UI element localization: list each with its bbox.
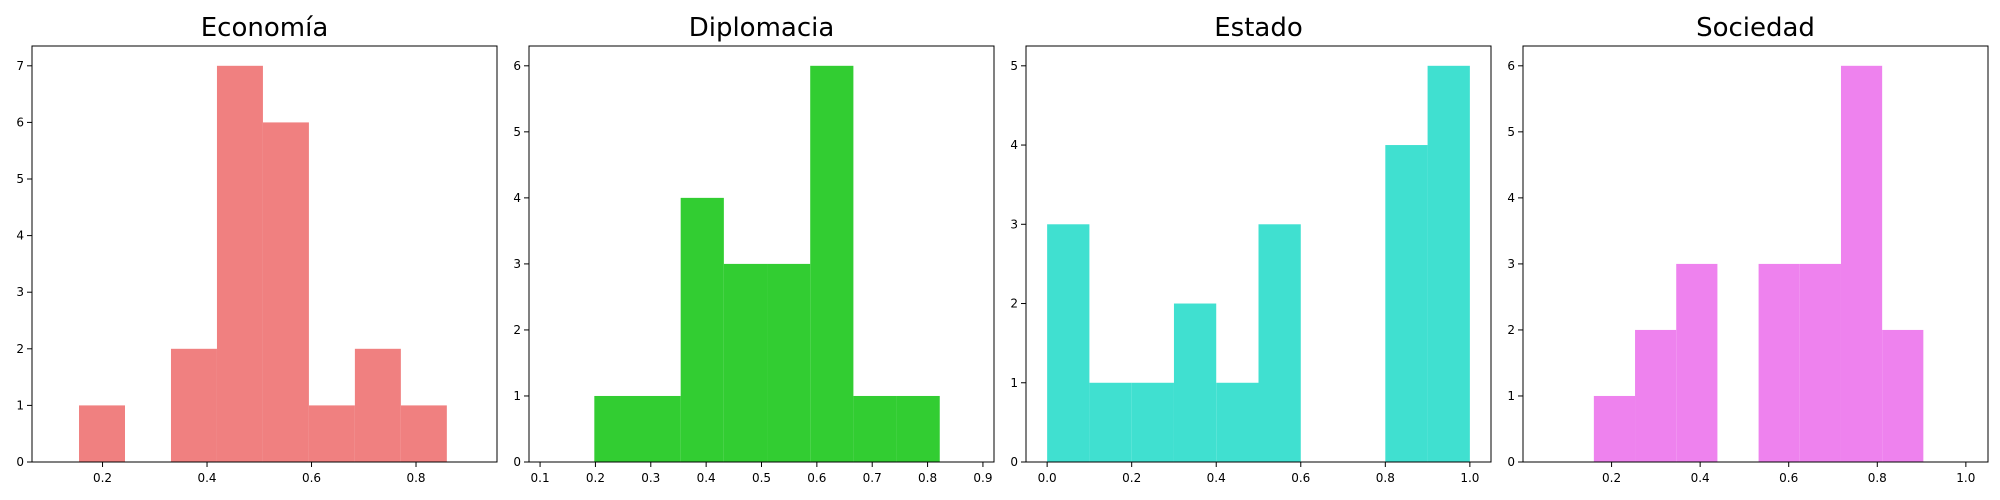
x-tick-label: 0.7 — [863, 471, 882, 485]
histogram-panel-4: 0.2 0.4 0.6 0.8 1.0 0 1 2 3 4 5 6 Sociedad — [1507, 13, 1989, 485]
x-tick-label: 0.8 — [918, 471, 937, 485]
y-tick-label: 3 — [1010, 217, 1018, 231]
x-tick-label: 0.2 — [1602, 471, 1621, 485]
bar-2-3 — [680, 197, 724, 462]
bar-3-5 — [1216, 382, 1259, 462]
bar-2-7 — [853, 395, 897, 462]
y-tick-label: 0 — [16, 455, 24, 469]
y-tick-label: 0 — [1507, 455, 1515, 469]
y-tick-label: 3 — [16, 285, 24, 299]
bar-1-4 — [216, 65, 263, 463]
y-tick-label: 0 — [513, 455, 521, 469]
histogram-panel-2: 0.1 0.2 0.3 0.4 0.5 0.6 0.7 0.8 0.9 0 1 2 3 4 5 6 Diplom… — [513, 13, 995, 485]
y-tick-label: 2 — [16, 342, 24, 356]
histogram-panel-3: 0.0 0.2 0.4 0.6 0.8 1.0 0 1 2 3 4 5 Estado — [1010, 13, 1492, 485]
y-tick-label: 2 — [1010, 297, 1018, 311]
bar-1-5 — [262, 122, 309, 462]
bar-2-1 — [594, 395, 638, 462]
y-tick-label: 2 — [1507, 323, 1515, 337]
y-tick-label: 5 — [513, 125, 521, 139]
y-tick-label: 7 — [16, 59, 24, 73]
bar-1-1 — [79, 405, 125, 462]
plot-frame — [1025, 45, 1492, 463]
x-tick-label: 0.2 — [93, 471, 112, 485]
x-tick-label: 0.8 — [1376, 471, 1395, 485]
bar-3-6 — [1258, 224, 1301, 462]
y-tick-label: 0 — [1010, 455, 1018, 469]
plot-frame — [31, 45, 498, 463]
bar-3-4 — [1173, 303, 1217, 462]
y-tick-label: 5 — [1010, 59, 1018, 73]
x-tick-label: 0.2 — [1122, 471, 1141, 485]
y-tick-label: 4 — [1010, 138, 1018, 152]
bar-4-8 — [1882, 329, 1924, 462]
y-tick-label: 4 — [16, 229, 24, 243]
bar-3-9 — [1385, 145, 1428, 463]
chart-title: Economía — [201, 13, 329, 43]
y-tick-label: 6 — [513, 59, 521, 73]
bar-3-10 — [1427, 65, 1470, 463]
y-tick-label: 5 — [16, 172, 24, 186]
bar-1-6 — [308, 405, 355, 462]
bar-2-4 — [723, 263, 768, 462]
x-tick-label: 0.3 — [641, 471, 660, 485]
x-tick-label: 0.6 — [302, 471, 321, 485]
bar-2-2 — [637, 395, 681, 462]
bar-3-1 — [1047, 224, 1090, 462]
plot-frame — [1522, 45, 1989, 463]
y-tick-label: 1 — [1507, 389, 1515, 403]
y-tick-label: 6 — [16, 115, 24, 129]
y-tick-label: 1 — [513, 389, 521, 403]
y-tick-label: 2 — [513, 323, 521, 337]
chart-title: Diplomacia — [689, 13, 835, 43]
x-tick-label: 1.0 — [1460, 471, 1479, 485]
bar-4-1 — [1593, 395, 1636, 462]
x-tick-label: 0.4 — [1207, 471, 1226, 485]
x-tick-label: 0.5 — [752, 471, 771, 485]
x-tick-label: 0.6 — [807, 471, 826, 485]
x-tick-label: 0.4 — [697, 471, 716, 485]
bar-4-5 — [1758, 263, 1800, 462]
bar-3-3 — [1131, 382, 1174, 462]
bar-2-8 — [896, 395, 940, 462]
x-tick-label: 0.8 — [1868, 471, 1887, 485]
y-tick-label: 1 — [16, 398, 24, 412]
x-tick-label: 0.8 — [406, 471, 425, 485]
y-tick-label: 6 — [1507, 59, 1515, 73]
y-tick-label: 4 — [513, 191, 521, 205]
histogram-panel-1: 0.2 0.4 0.6 0.8 0 1 2 3 4 5 6 7 Economía — [16, 13, 498, 485]
bar-1-8 — [400, 405, 447, 462]
x-tick-label: 0.9 — [973, 471, 992, 485]
x-tick-label: 0.6 — [1291, 471, 1310, 485]
chart-title: Sociedad — [1696, 13, 1815, 43]
bar-4-2 — [1635, 329, 1677, 462]
bar-2-6 — [810, 65, 854, 463]
x-tick-label: 0.4 — [197, 471, 216, 485]
y-tick-label: 3 — [513, 257, 521, 271]
bar-1-3 — [170, 348, 217, 462]
y-tick-label: 3 — [1507, 257, 1515, 271]
bar-4-6 — [1799, 263, 1841, 462]
x-tick-label: 0.0 — [1038, 471, 1057, 485]
bar-3-2 — [1089, 382, 1132, 462]
x-tick-label: 0.2 — [586, 471, 605, 485]
x-tick-label: 0.4 — [1691, 471, 1710, 485]
y-tick-label: 4 — [1507, 191, 1515, 205]
x-tick-label: 1.0 — [1956, 471, 1975, 485]
bar-4-7 — [1840, 65, 1883, 463]
x-tick-label: 0.1 — [531, 471, 550, 485]
y-tick-label: 5 — [1507, 125, 1515, 139]
bar-2-5 — [767, 263, 811, 462]
chart-title: Estado — [1214, 13, 1303, 43]
x-tick-label: 0.6 — [1779, 471, 1798, 485]
bar-1-7 — [354, 348, 401, 462]
bar-4-3 — [1676, 263, 1718, 462]
y-tick-label: 1 — [1010, 376, 1018, 390]
